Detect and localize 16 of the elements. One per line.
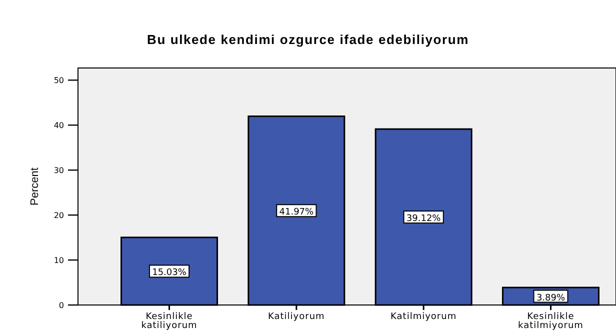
y-tick-label: 30 — [54, 166, 64, 176]
data-label: 41.97% — [279, 208, 314, 218]
y-tick-label: 20 — [54, 211, 64, 220]
data-label: 3.89% — [536, 293, 566, 304]
data-label: 39.12% — [406, 214, 442, 224]
x-tick-label: Katiliyorum — [268, 312, 325, 322]
y-tick-label: 0 — [58, 301, 64, 310]
y-axis-title: Percent — [29, 168, 41, 206]
y-tick-label: 40 — [54, 121, 64, 130]
x-tick-label: Kesinlikle katilmiyorum — [518, 312, 584, 331]
y-tick-label: 50 — [54, 76, 64, 86]
chart-title: Bu ulkede kendimi ozgurce ifade edebiliyorum — [147, 32, 469, 47]
y-tick-label: 10 — [54, 256, 64, 266]
data-label: 15.03% — [152, 268, 187, 278]
x-tick-label: Katilmiyorum — [390, 312, 457, 322]
x-tick-label: Kesinlikle katiliyorum — [141, 312, 198, 331]
